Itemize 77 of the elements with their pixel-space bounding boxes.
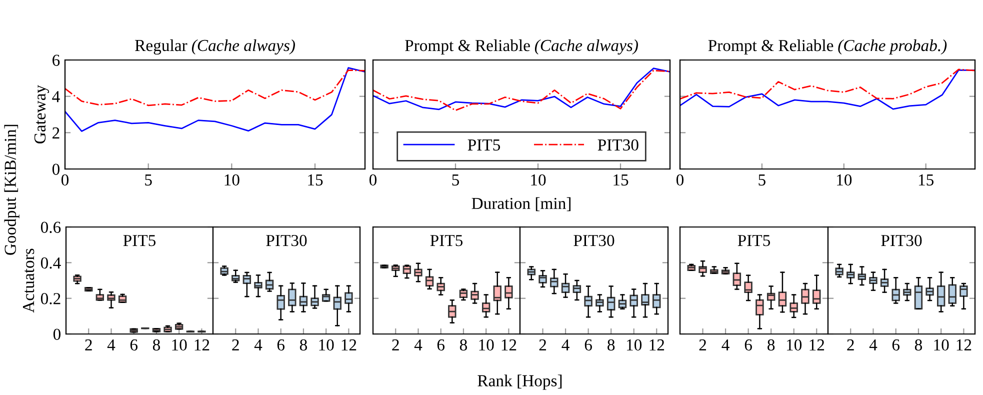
x-tick-label: 4 bbox=[414, 339, 422, 350]
y-tick-label: 0 bbox=[53, 328, 61, 340]
x-tick-label: 10 bbox=[319, 339, 334, 351]
x-tick-label: 10 bbox=[786, 339, 802, 351]
x-tick-label: 0 bbox=[369, 174, 377, 186]
y-tick-label: 0.2 bbox=[40, 293, 60, 304]
y-axis-title: Gateway bbox=[34, 84, 50, 144]
y-tick-label: 4 bbox=[52, 91, 60, 102]
chart-title: Regular bbox=[135, 39, 188, 55]
x-tick-label: 6 bbox=[437, 339, 445, 351]
chart-title: PIT5 bbox=[430, 235, 463, 246]
x-axis-title: Rank [Hops] bbox=[478, 374, 562, 390]
x-tick-label: 6 bbox=[130, 339, 138, 351]
x-tick-label: 15 bbox=[918, 174, 934, 186]
x-tick-label: 0 bbox=[61, 174, 69, 186]
chart-subtitle: (Cache probab.) bbox=[838, 39, 947, 55]
chart-title: PIT30 bbox=[881, 234, 922, 246]
chart-subtitle: (Cache always) bbox=[192, 39, 295, 55]
y-tick-label: 0 bbox=[52, 164, 60, 175]
x-tick-label: 6 bbox=[744, 339, 752, 351]
x-tick-label: 4 bbox=[869, 339, 878, 350]
x-tick-label: 10 bbox=[479, 339, 494, 351]
legend-label: PIT5 bbox=[468, 140, 500, 151]
x-tick-label: 12 bbox=[502, 339, 516, 350]
x-tick-label: 10 bbox=[626, 339, 642, 351]
chart-title: Prompt & Reliable bbox=[708, 39, 834, 55]
x-tick-label: 4 bbox=[562, 339, 570, 350]
x-tick-label: 4 bbox=[254, 339, 262, 350]
x-tick-label: 5 bbox=[758, 174, 766, 186]
x-tick-label: 6 bbox=[892, 339, 900, 351]
x-tick-label: 10 bbox=[934, 339, 949, 351]
legend-label: PIT30 bbox=[598, 139, 638, 151]
x-axis-title: Duration [min] bbox=[472, 197, 570, 212]
x-tick-label: 10 bbox=[837, 174, 852, 186]
x-tick-label: 8 bbox=[608, 339, 615, 351]
chart-subtitle: (Cache always) bbox=[534, 39, 638, 55]
x-tick-label: 2 bbox=[392, 339, 399, 350]
x-tick-label: 2 bbox=[539, 339, 546, 350]
line-series bbox=[65, 67, 365, 132]
x-tick-label: 8 bbox=[152, 339, 160, 351]
x-tick-label: 2 bbox=[232, 339, 239, 350]
x-tick-label: 12 bbox=[194, 339, 210, 350]
x-tick-label: 8 bbox=[914, 339, 922, 351]
x-tick-label: 2 bbox=[699, 339, 706, 350]
x-tick-label: 8 bbox=[768, 339, 775, 351]
x-tick-label: 4 bbox=[107, 339, 116, 350]
chart-title: PIT5 bbox=[738, 235, 770, 246]
x-tick-label: 15 bbox=[308, 174, 323, 186]
chart-title: PIT30 bbox=[574, 234, 614, 246]
x-tick-label: 8 bbox=[300, 339, 307, 351]
x-tick-label: 5 bbox=[452, 174, 460, 186]
y-tick-label: 0.6 bbox=[40, 222, 61, 234]
chart-title: PIT30 bbox=[266, 234, 307, 246]
x-tick-label: 5 bbox=[145, 174, 152, 186]
x-tick-label: 12 bbox=[956, 339, 972, 350]
x-tick-label: 0 bbox=[676, 174, 684, 186]
x-tick-label: 12 bbox=[650, 339, 664, 350]
y-tick-label: 2 bbox=[52, 127, 60, 138]
x-tick-label: 10 bbox=[172, 339, 187, 351]
y-tick-label: 6 bbox=[52, 54, 60, 66]
chart-title: Prompt & Reliable bbox=[405, 39, 530, 55]
x-tick-label: 6 bbox=[277, 339, 285, 351]
x-tick-label: 2 bbox=[847, 339, 854, 350]
x-tick-label: 2 bbox=[85, 339, 92, 350]
x-tick-label: 4 bbox=[722, 339, 730, 350]
line-series bbox=[65, 69, 365, 106]
x-tick-label: 10 bbox=[224, 174, 240, 186]
y-axis-title: Actuators bbox=[22, 248, 34, 313]
text: Goodput [KiB/min] bbox=[4, 124, 20, 255]
x-tick-label: 10 bbox=[531, 174, 546, 186]
chart-title: PIT5 bbox=[123, 235, 156, 246]
x-tick-label: 12 bbox=[342, 339, 356, 350]
x-tick-label: 6 bbox=[584, 339, 592, 351]
y-tick-label: 0.4 bbox=[40, 257, 61, 269]
x-tick-label: 15 bbox=[614, 174, 628, 186]
x-tick-label: 8 bbox=[460, 339, 467, 351]
x-tick-label: 12 bbox=[810, 339, 824, 350]
